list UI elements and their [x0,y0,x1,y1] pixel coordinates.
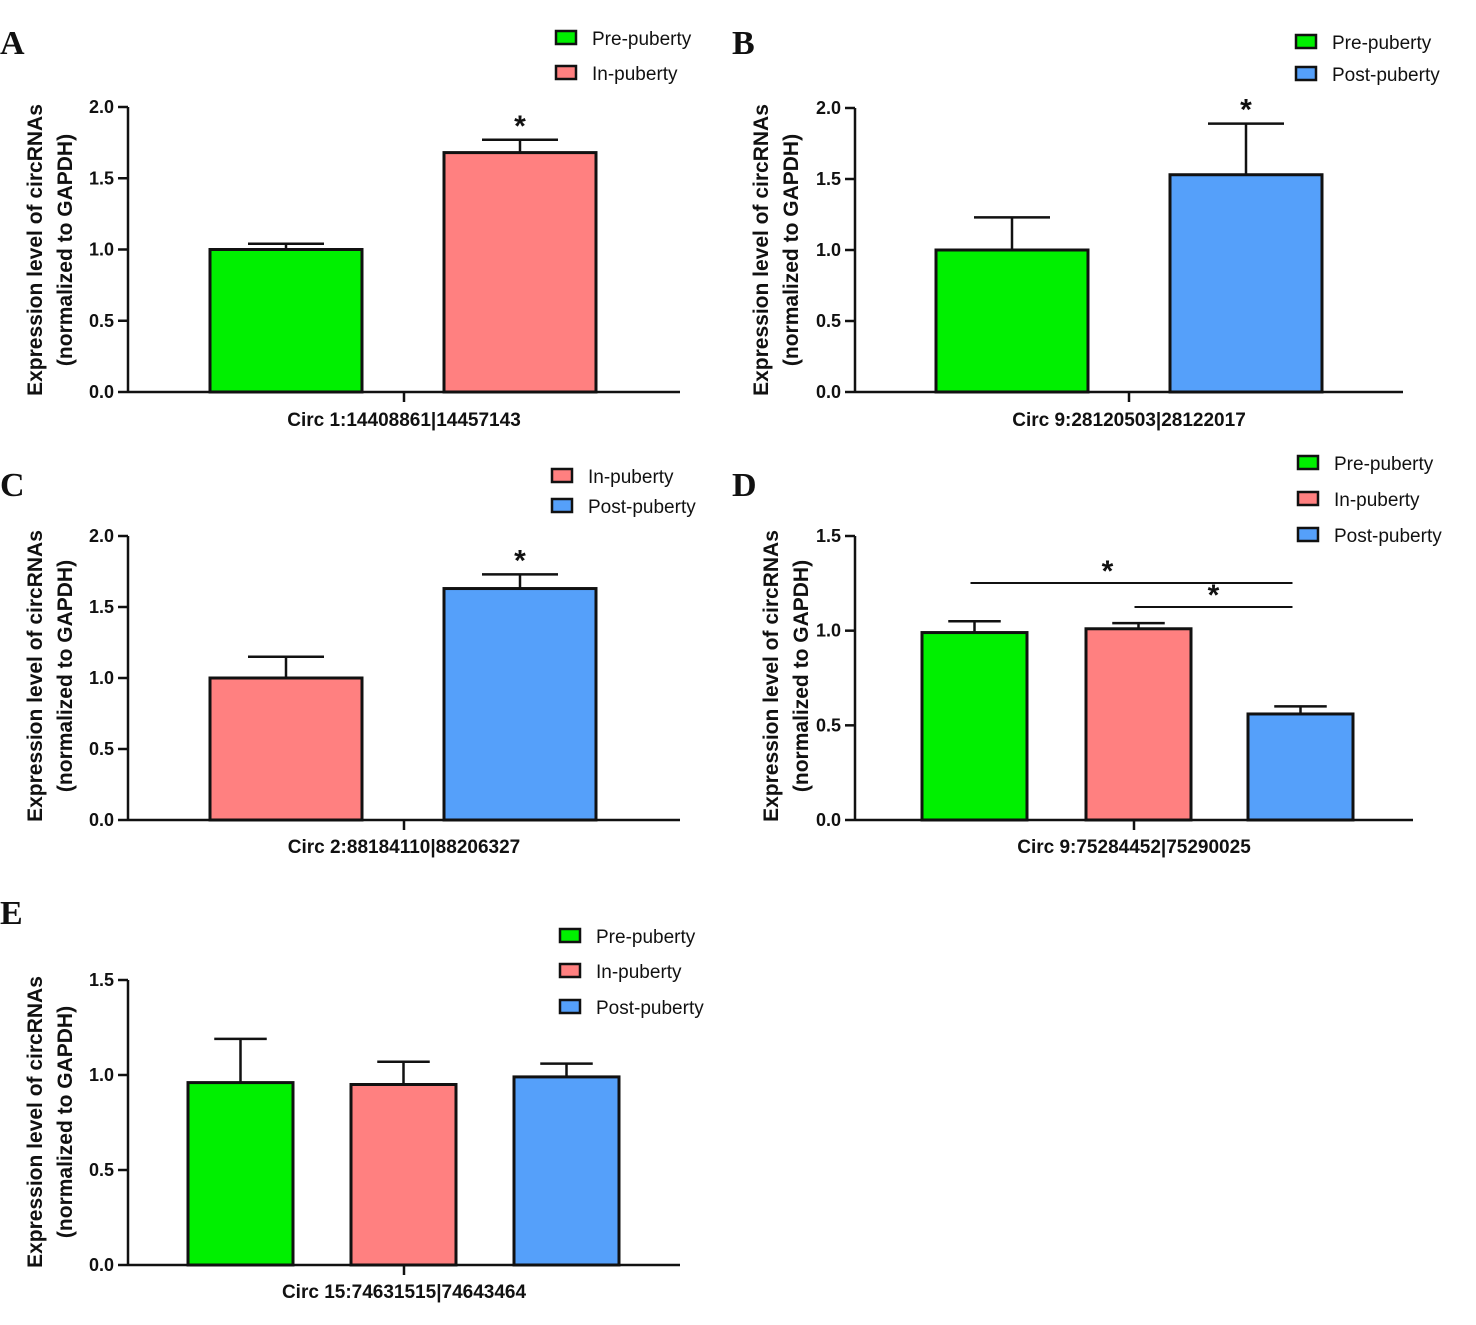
legend-label: Post-puberty [588,497,696,518]
y-axis-label: (normalized to GAPDH) [780,134,803,366]
y-tick-label: 2.0 [89,97,114,117]
panel-letter: B [732,25,755,62]
chart-panel-c: C 0.0 0.5 1.0 1.5 2.0 Expression level of circ… [0,467,696,858]
legend-label: In-puberty [1334,490,1420,511]
y-axis-label: (normalized to GAPDH) [54,560,77,792]
legend-swatch [558,927,582,944]
legend-swatch [558,998,582,1015]
legend-label: Pre-puberty [1332,33,1432,54]
y-tick-label: 1.5 [89,168,114,188]
legend-swatch [1294,33,1318,50]
legend-swatch [554,29,578,46]
y-tick-label: 1.5 [816,526,841,546]
panel-letter: C [0,467,25,504]
legend-swatch [558,962,582,979]
y-tick-label: 1.0 [89,668,114,688]
y-tick-label: 2.0 [816,98,841,118]
y-tick-label: 0.0 [816,810,841,830]
bar-post-puberty [512,1075,621,1267]
legend-swatch [1294,65,1318,82]
panel-letter: A [0,25,25,62]
bar-post-puberty [1168,173,1324,394]
y-tick-label: 1.0 [89,1065,114,1085]
y-tick-label: 0.5 [89,739,114,759]
legend-label: Post-puberty [596,998,704,1019]
y-tick-label: 0.0 [89,1255,114,1275]
bar-post-puberty [442,587,598,822]
y-axis-label: Expression level of circRNAs [24,530,47,822]
legend-swatch [1296,490,1320,507]
significance-star: * [1240,94,1252,127]
y-tick-label: 0.5 [816,311,841,331]
y-axis-label: Expression level of circRNAs [24,976,47,1268]
legend-label: Pre-puberty [596,927,696,948]
chart-panel-a: A 0.0 0.5 1.0 1.5 2.0 Expression level of circ… [0,25,692,431]
bar-in-puberty [1084,627,1193,822]
bar-pre-puberty [186,1081,295,1267]
y-tick-label: 1.0 [816,240,841,260]
y-tick-label: 2.0 [89,526,114,546]
y-tick-label: 0.0 [89,382,114,402]
bar-in-puberty [442,151,598,394]
x-axis-label: Circ 9:75284452|75290025 [1017,837,1251,858]
bar-pre-puberty [208,248,364,394]
legend-label: Post-puberty [1334,526,1442,547]
y-tick-label: 1.0 [89,240,114,260]
x-axis-label: Circ 15:74631515|74643464 [282,1282,527,1303]
significance-star: * [514,110,526,143]
bar-pre-puberty [934,248,1090,394]
y-tick-label: 1.5 [89,597,114,617]
legend-swatch [1296,454,1320,471]
legend-swatch [550,497,574,514]
y-axis-label: Expression level of circRNAs [750,104,773,396]
legend-label: In-puberty [588,467,674,488]
bar-pre-puberty [920,631,1029,822]
legend-label: Post-puberty [1332,65,1440,86]
bar-in-puberty [349,1083,458,1267]
y-tick-label: 0.5 [89,311,114,331]
y-tick-label: 1.5 [816,169,841,189]
x-axis-label: Circ 9:28120503|28122017 [1012,410,1246,431]
legend-swatch [1296,526,1320,543]
y-tick-label: 0.0 [816,382,841,402]
chart-panel-b: B 0.0 0.5 1.0 1.5 2.0 Expression level of circ… [732,25,1440,431]
y-tick-label: 0.5 [816,715,841,735]
legend-label: Pre-puberty [1334,454,1434,475]
y-tick-label: 1.5 [89,970,114,990]
x-axis-label: Circ 1:14408861|14457143 [287,410,521,431]
y-axis-label: Expression level of circRNAs [24,104,47,396]
legend-swatch [550,467,574,484]
y-axis-label: Expression level of circRNAs [760,530,783,822]
legend-label: In-puberty [592,64,678,85]
y-tick-label: 0.0 [89,810,114,830]
legend-swatch [554,64,578,81]
y-tick-label: 1.0 [816,621,841,641]
legend-label: Pre-puberty [592,29,692,50]
chart-panel-e: E 0.0 0.5 1.0 1.5 Expression level of circRNA… [0,895,704,1303]
legend-label: In-puberty [596,962,682,983]
panel-letter: D [732,467,757,504]
significance-star: * [1208,579,1220,612]
y-axis-label: (normalized to GAPDH) [790,560,813,792]
y-axis-label: (normalized to GAPDH) [54,134,77,366]
bar-in-puberty [208,676,364,822]
bar-post-puberty [1246,712,1355,822]
significance-star: * [1102,555,1114,588]
panel-letter: E [0,895,23,932]
x-axis-label: Circ 2:88184110|88206327 [288,837,520,858]
chart-panel-d: D 0.0 0.5 1.0 1.5 Expression level of circRNA… [732,454,1442,858]
y-axis-label: (normalized to GAPDH) [54,1006,77,1238]
significance-star: * [514,544,526,577]
y-tick-label: 0.5 [89,1160,114,1180]
